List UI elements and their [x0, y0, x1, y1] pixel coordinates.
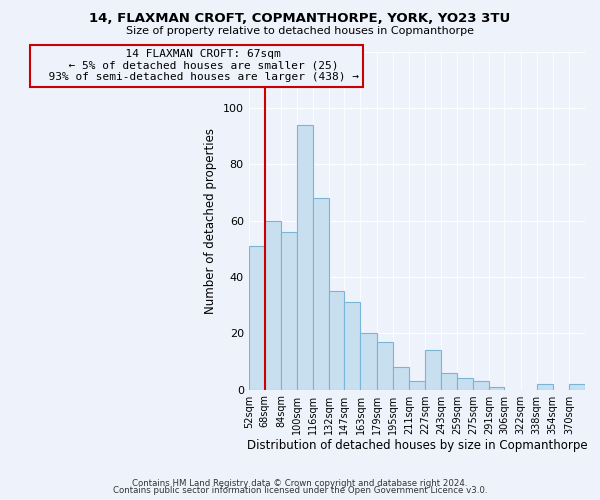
Bar	[361, 333, 377, 390]
Text: Size of property relative to detached houses in Copmanthorpe: Size of property relative to detached ho…	[126, 26, 474, 36]
Bar	[457, 378, 473, 390]
Y-axis label: Number of detached properties: Number of detached properties	[204, 128, 217, 314]
Bar	[344, 302, 361, 390]
Text: Contains HM Land Registry data © Crown copyright and database right 2024.: Contains HM Land Registry data © Crown c…	[132, 478, 468, 488]
Bar	[248, 246, 265, 390]
X-axis label: Distribution of detached houses by size in Copmanthorpe: Distribution of detached houses by size …	[247, 440, 587, 452]
Bar	[392, 367, 409, 390]
Bar	[536, 384, 553, 390]
Text: 14 FLAXMAN CROFT: 67sqm
  ← 5% of detached houses are smaller (25)
  93% of semi: 14 FLAXMAN CROFT: 67sqm ← 5% of detached…	[35, 49, 359, 82]
Bar	[297, 125, 313, 390]
Bar	[329, 291, 344, 390]
Bar	[409, 381, 425, 390]
Text: 14, FLAXMAN CROFT, COPMANTHORPE, YORK, YO23 3TU: 14, FLAXMAN CROFT, COPMANTHORPE, YORK, Y…	[89, 12, 511, 26]
Bar	[490, 387, 505, 390]
Bar	[569, 384, 585, 390]
Text: Contains public sector information licensed under the Open Government Licence v3: Contains public sector information licen…	[113, 486, 487, 495]
Bar	[265, 220, 281, 390]
Bar	[313, 198, 329, 390]
Bar	[377, 342, 392, 390]
Bar	[425, 350, 441, 390]
Bar	[473, 381, 490, 390]
Bar	[281, 232, 297, 390]
Bar	[441, 372, 457, 390]
